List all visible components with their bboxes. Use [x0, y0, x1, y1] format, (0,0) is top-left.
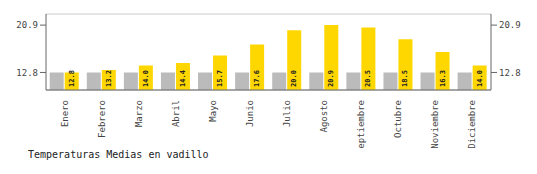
- svg-text:Noviembre: Noviembre: [430, 100, 440, 148]
- svg-text:14.0: 14.0: [142, 70, 150, 87]
- svg-text:17.6: 17.6: [253, 70, 261, 87]
- svg-text:Agosto: Agosto: [319, 100, 329, 133]
- svg-text:20.0: 20.0: [290, 70, 298, 87]
- svg-text:12.8: 12.8: [16, 68, 38, 78]
- svg-text:14.0: 14.0: [476, 70, 484, 87]
- svg-text:20.9: 20.9: [16, 20, 38, 30]
- html-text:Temperaturas Medias en vadillo: Temperaturas Medias en vadillo: [28, 149, 209, 160]
- svg-text:18.5: 18.5: [401, 70, 409, 87]
- svg-text:Octubre: Octubre: [393, 100, 403, 138]
- svg-text:Junio: Junio: [245, 100, 255, 127]
- svg-text:12.8: 12.8: [68, 70, 76, 87]
- svg-text:20.9: 20.9: [499, 20, 521, 30]
- svg-text:12.8: 12.8: [499, 68, 521, 78]
- svg-text:Abril: Abril: [171, 100, 181, 127]
- svg-text:14.4: 14.4: [179, 70, 187, 87]
- svg-text:Febrero: Febrero: [97, 100, 107, 138]
- svg-text:Mayo: Mayo: [208, 100, 218, 122]
- svg-text:Marzo: Marzo: [134, 100, 144, 127]
- svg-text:13.2: 13.2: [105, 70, 113, 87]
- svg-text:20.5: 20.5: [364, 70, 372, 87]
- svg-text:Enero: Enero: [60, 100, 70, 127]
- svg-text:15.7: 15.7: [216, 70, 224, 87]
- svg-text:16.3: 16.3: [439, 70, 447, 87]
- svg-text:Julio: Julio: [282, 100, 292, 127]
- svg-text:20.9: 20.9: [327, 70, 335, 87]
- svg-text:Septiembre: Septiembre: [356, 100, 366, 148]
- svg-text:Diciembre: Diciembre: [467, 100, 477, 148]
